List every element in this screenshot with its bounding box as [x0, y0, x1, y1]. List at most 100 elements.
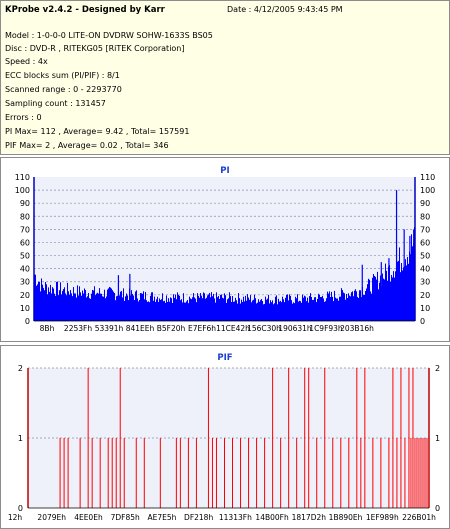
pi-spike-bar — [395, 190, 398, 321]
pi-bar — [158, 301, 159, 321]
pi-bar — [58, 295, 59, 321]
pi-bar — [203, 292, 204, 321]
disc-line: Disc : DVD-R , RITEKG05 [RiTEK Corporati… — [5, 44, 185, 53]
pi-bar — [137, 298, 138, 321]
pi-bar — [300, 301, 301, 321]
pi-bar — [410, 254, 411, 321]
pi-bar — [360, 290, 361, 321]
pi-bar — [299, 300, 300, 321]
pi-bar — [239, 298, 240, 321]
pi-bar — [135, 291, 136, 321]
pi-bar — [116, 296, 117, 321]
pi-bar — [72, 296, 73, 321]
pif-x-tick-label: DF218h — [184, 513, 213, 522]
pi-y-tick-right: 70 — [420, 225, 430, 234]
pi-bar — [301, 302, 302, 321]
pi-bar — [347, 297, 348, 321]
pi-bar — [376, 279, 377, 321]
pi-bar — [186, 301, 187, 321]
pi-bar — [94, 286, 95, 321]
pi-bar — [187, 300, 188, 321]
pi-bar — [185, 302, 186, 321]
pi-bar — [157, 296, 158, 321]
pi-bar — [407, 256, 408, 321]
pi-bar — [140, 293, 141, 321]
pi-y-tick-left: 60 — [20, 238, 30, 247]
range-line: Scanned range : 0 - 2293770 — [5, 85, 122, 94]
pi-bar — [232, 296, 233, 321]
pi-bar — [113, 291, 114, 321]
pi-bar — [363, 294, 364, 321]
pi-bar — [178, 294, 179, 321]
pi-bar — [93, 290, 94, 321]
scan-date: Date : 4/12/2005 9:43:45 PM — [227, 5, 343, 14]
pi-bar — [366, 288, 367, 321]
pi-bar — [44, 290, 45, 321]
pi-bar — [352, 291, 353, 321]
pi-bar — [234, 301, 235, 321]
pi-bar — [225, 295, 226, 321]
pi-spike-bar — [380, 262, 382, 321]
pi-bar — [345, 299, 346, 321]
pi-y-tick-right: 100 — [420, 186, 435, 195]
pi-bar — [103, 296, 104, 321]
pif-y-tick-left: 0 — [18, 504, 23, 513]
pi-bar — [367, 284, 368, 321]
pi-bar — [134, 299, 135, 321]
pi-bar — [359, 290, 360, 321]
ecc-line: ECC blocks sum (PI/PIF) : 8/1 — [5, 71, 120, 80]
pi-bar — [303, 297, 304, 321]
pi-bar — [207, 295, 208, 321]
pi-y-tick-left: 30 — [20, 278, 30, 287]
pi-y-tick-left: 90 — [20, 199, 30, 208]
pi-bar — [253, 299, 254, 321]
pi-bar — [189, 296, 190, 321]
pi-bar — [293, 302, 294, 321]
pi-y-tick-right: 80 — [420, 212, 430, 221]
pi-bar — [298, 301, 299, 321]
pi-y-tick-right: 10 — [420, 304, 430, 313]
pif-chart: 0 0 1 1 2 2 12h 2079Eh 4EE0Eh 7DF85h AE7E5h DF218h 1… — [8, 364, 440, 522]
pi-x-tick-label: B5F20h — [157, 324, 186, 333]
pi-bar — [42, 284, 43, 321]
pi-bar — [211, 292, 212, 321]
pi-bar — [265, 296, 266, 321]
pi-bar — [143, 291, 144, 321]
pi-bar — [164, 300, 165, 321]
pi-bar — [230, 296, 231, 321]
pi-x-tick-label: 11CE42h — [216, 324, 250, 333]
pi-x-tick-label: E7EF6h — [188, 324, 216, 333]
pi-bar — [167, 301, 168, 321]
pi-bar — [295, 296, 296, 321]
pi-bar — [216, 292, 217, 321]
pi-bar — [326, 298, 327, 321]
pi-bar — [305, 296, 306, 321]
pi-y-tick-left: 0 — [25, 317, 30, 326]
pi-bar — [240, 303, 241, 321]
pi-bar — [383, 278, 384, 321]
pi-bar — [153, 300, 154, 321]
pi-bar — [99, 288, 100, 321]
pi-bar — [333, 301, 334, 321]
pi-bar — [318, 293, 319, 321]
pi-bar — [353, 296, 354, 321]
pif-y-tick-left: 2 — [18, 364, 23, 373]
pi-bar — [341, 288, 342, 321]
pi-bar — [125, 296, 126, 321]
pi-spike-bar — [413, 229, 415, 321]
pi-bar — [344, 293, 345, 321]
pi-bar — [249, 299, 250, 321]
pi-x-tick-label: 190631h — [278, 324, 312, 333]
pi-bar — [408, 263, 409, 321]
pif-y-tick-left: 1 — [18, 434, 23, 443]
pi-x-tick-label: 8Bh — [40, 324, 55, 333]
pi-bar — [331, 291, 332, 321]
pi-bar — [312, 300, 313, 321]
pi-bar — [262, 301, 263, 321]
pi-spike-bar — [403, 229, 405, 321]
pi-bar — [412, 246, 413, 321]
pif-y-tick-right: 2 — [435, 364, 440, 373]
pi-bar — [82, 290, 83, 321]
pi-bar — [273, 304, 274, 321]
pi-bar — [131, 290, 132, 321]
